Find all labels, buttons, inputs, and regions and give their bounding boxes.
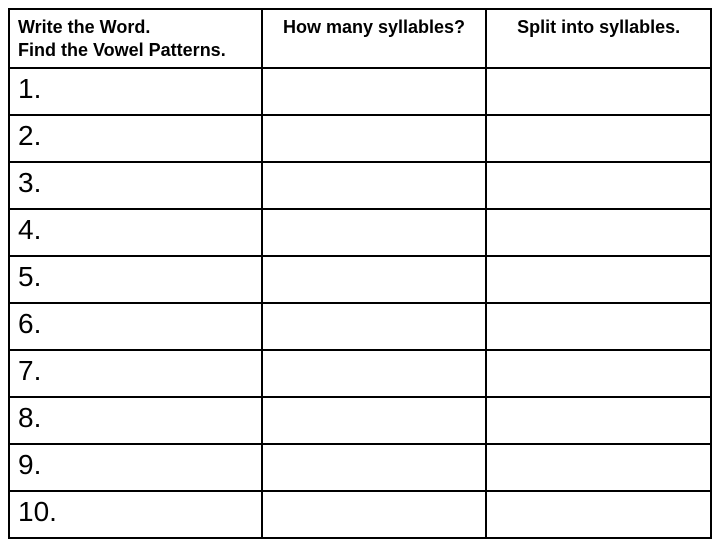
cell-syllable-split xyxy=(486,397,711,444)
cell-syllable-split xyxy=(486,256,711,303)
table-body: 1. 2. 3. 4. 5. 6. 7. xyxy=(9,68,711,538)
row-label: 7. xyxy=(9,350,262,397)
cell-syllable-split xyxy=(486,68,711,115)
table-row: 7. xyxy=(9,350,711,397)
cell-syllable-count xyxy=(262,115,487,162)
cell-syllable-split xyxy=(486,350,711,397)
row-label: 10. xyxy=(9,491,262,538)
cell-syllable-count xyxy=(262,397,487,444)
table-row: 2. xyxy=(9,115,711,162)
row-label: 3. xyxy=(9,162,262,209)
cell-syllable-count xyxy=(262,303,487,350)
row-label: 8. xyxy=(9,397,262,444)
cell-syllable-split xyxy=(486,162,711,209)
cell-syllable-split xyxy=(486,303,711,350)
row-label: 6. xyxy=(9,303,262,350)
table-row: 5. xyxy=(9,256,711,303)
row-label: 4. xyxy=(9,209,262,256)
table-row: 10. xyxy=(9,491,711,538)
column-header-syllable-count: How many syllables? xyxy=(262,9,487,68)
table-row: 9. xyxy=(9,444,711,491)
cell-syllable-count xyxy=(262,256,487,303)
cell-syllable-count xyxy=(262,350,487,397)
cell-syllable-count xyxy=(262,491,487,538)
header-line-2: Find the Vowel Patterns. xyxy=(18,40,226,60)
table-header-row: Write the Word. Find the Vowel Patterns.… xyxy=(9,9,711,68)
table-row: 4. xyxy=(9,209,711,256)
cell-syllable-count xyxy=(262,444,487,491)
row-label: 1. xyxy=(9,68,262,115)
table-row: 8. xyxy=(9,397,711,444)
table-row: 6. xyxy=(9,303,711,350)
table-row: 1. xyxy=(9,68,711,115)
header-line-1: Write the Word. xyxy=(18,17,150,37)
syllable-worksheet-table: Write the Word. Find the Vowel Patterns.… xyxy=(8,8,712,539)
row-label: 2. xyxy=(9,115,262,162)
column-header-syllable-split: Split into syllables. xyxy=(486,9,711,68)
cell-syllable-count xyxy=(262,68,487,115)
row-label: 9. xyxy=(9,444,262,491)
cell-syllable-split xyxy=(486,491,711,538)
row-label: 5. xyxy=(9,256,262,303)
cell-syllable-count xyxy=(262,209,487,256)
cell-syllable-split xyxy=(486,444,711,491)
cell-syllable-split xyxy=(486,115,711,162)
cell-syllable-count xyxy=(262,162,487,209)
cell-syllable-split xyxy=(486,209,711,256)
table-row: 3. xyxy=(9,162,711,209)
column-header-word: Write the Word. Find the Vowel Patterns. xyxy=(9,9,262,68)
